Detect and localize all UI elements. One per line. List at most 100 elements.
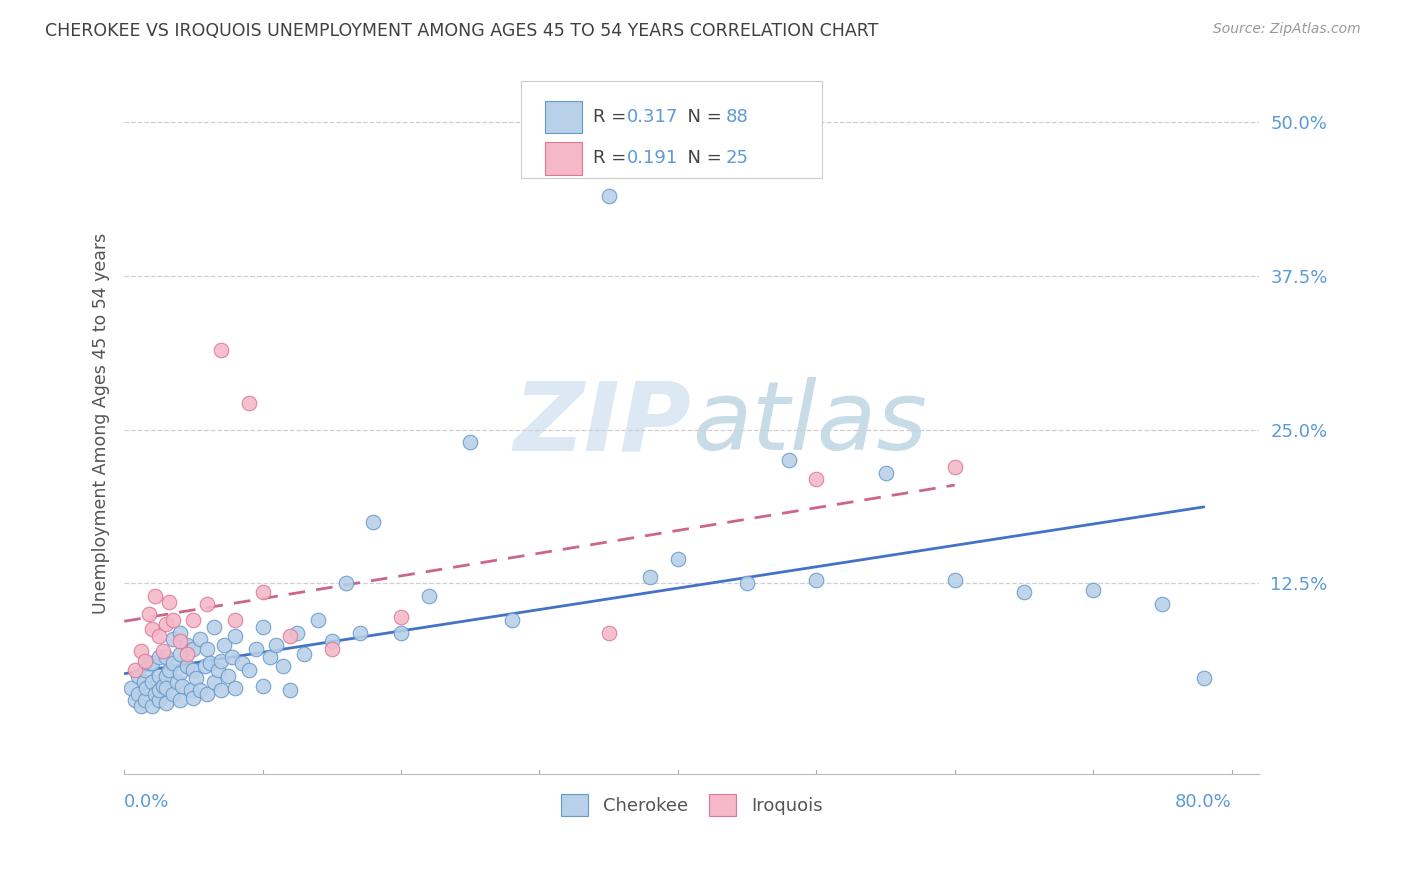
Point (176, 659, 198, 673)
Point (141, 622, 163, 636)
Point (155, 669, 177, 683)
Point (162, 657, 184, 671)
Point (202, 619, 225, 633)
Point (252, 619, 274, 633)
Point (806, 573, 828, 587)
Point (183, 641, 205, 656)
Point (221, 650, 243, 665)
Point (209, 654, 232, 668)
Point (162, 687, 184, 701)
Point (224, 629, 246, 643)
Point (148, 693, 170, 707)
Text: 0.191: 0.191 (627, 150, 678, 168)
Text: 0.317: 0.317 (627, 108, 679, 126)
Point (195, 687, 218, 701)
Point (363, 515, 385, 529)
Point (138, 607, 160, 622)
Point (152, 644, 174, 658)
Point (183, 663, 205, 677)
Point (1152, 598, 1174, 612)
Point (389, 609, 412, 624)
Point (132, 674, 155, 689)
Point (943, 459, 966, 474)
Point (238, 395, 260, 409)
Point (141, 699, 163, 714)
Point (138, 657, 160, 671)
Point (195, 598, 218, 612)
Point (195, 641, 218, 656)
Point (157, 663, 180, 677)
Point (321, 641, 343, 656)
Point (212, 638, 235, 652)
Point (598, 189, 620, 203)
Point (188, 683, 211, 698)
Point (418, 589, 440, 603)
Point (135, 681, 157, 695)
Point (943, 573, 966, 587)
Text: 25: 25 (725, 150, 749, 168)
Point (198, 657, 221, 671)
Text: R =: R = (593, 108, 631, 126)
Point (155, 681, 177, 695)
Point (278, 683, 301, 698)
Text: CHEROKEE VS IROQUOIS UNEMPLOYMENT AMONG AGES 45 TO 54 YEARS CORRELATION CHART: CHEROKEE VS IROQUOIS UNEMPLOYMENT AMONG … (45, 22, 879, 40)
Point (1081, 582, 1104, 597)
Point (321, 634, 343, 648)
Point (186, 671, 208, 685)
Point (162, 613, 184, 627)
Text: N =: N = (676, 108, 727, 126)
Point (169, 693, 191, 707)
Point (120, 681, 142, 695)
Y-axis label: Unemployment Among Ages 45 to 54 years: Unemployment Among Ages 45 to 54 years (93, 233, 110, 615)
Point (127, 687, 149, 701)
Point (231, 657, 253, 671)
Point (169, 647, 191, 661)
Point (389, 625, 412, 640)
Point (188, 632, 211, 646)
Point (193, 659, 215, 673)
Point (180, 683, 202, 698)
Point (129, 699, 152, 714)
Point (598, 625, 620, 640)
FancyBboxPatch shape (546, 101, 582, 133)
Point (169, 666, 191, 681)
Point (224, 613, 246, 627)
Point (666, 552, 689, 566)
Point (307, 613, 329, 627)
Point (148, 629, 170, 643)
Point (638, 570, 661, 584)
Point (141, 657, 163, 671)
Point (806, 472, 828, 486)
Point (183, 690, 205, 705)
Point (217, 669, 239, 683)
Point (245, 641, 267, 656)
Point (155, 696, 177, 710)
Point (209, 343, 232, 357)
Point (259, 650, 281, 665)
Point (162, 632, 184, 646)
Point (1012, 585, 1035, 599)
Text: 88: 88 (725, 108, 748, 126)
Point (148, 650, 170, 665)
Point (224, 681, 246, 695)
Point (169, 634, 191, 648)
Point (124, 663, 146, 677)
Point (735, 576, 758, 591)
FancyBboxPatch shape (522, 81, 823, 178)
Point (155, 650, 177, 665)
Point (238, 663, 260, 677)
Point (458, 435, 481, 450)
Legend: Cherokee, Iroquois: Cherokee, Iroquois (553, 785, 831, 825)
Text: ZIP: ZIP (513, 377, 692, 470)
Point (172, 679, 194, 693)
Point (335, 576, 357, 591)
Point (349, 625, 371, 640)
Point (285, 625, 308, 640)
Point (209, 683, 232, 698)
Point (134, 663, 156, 677)
Point (501, 613, 523, 627)
Point (143, 687, 166, 701)
Point (252, 679, 274, 693)
Point (155, 617, 177, 632)
Point (169, 625, 191, 640)
